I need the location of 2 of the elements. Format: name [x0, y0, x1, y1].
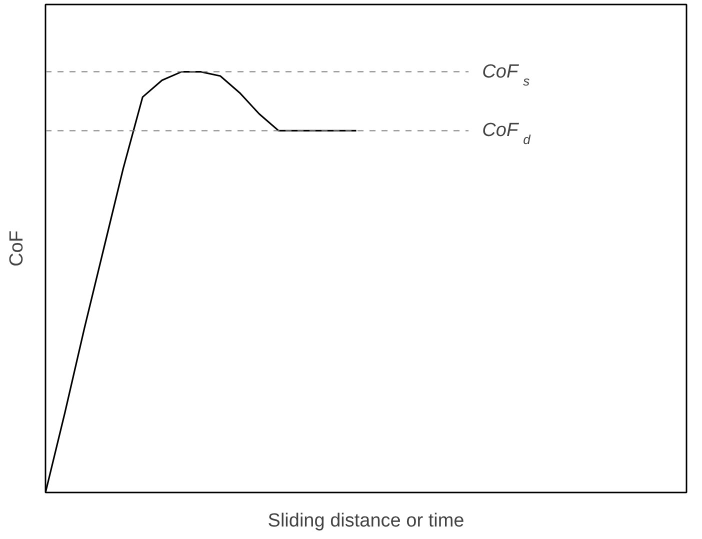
x-axis-title: Sliding distance or time — [268, 510, 464, 532]
y-axis-title: CoF — [6, 230, 28, 266]
